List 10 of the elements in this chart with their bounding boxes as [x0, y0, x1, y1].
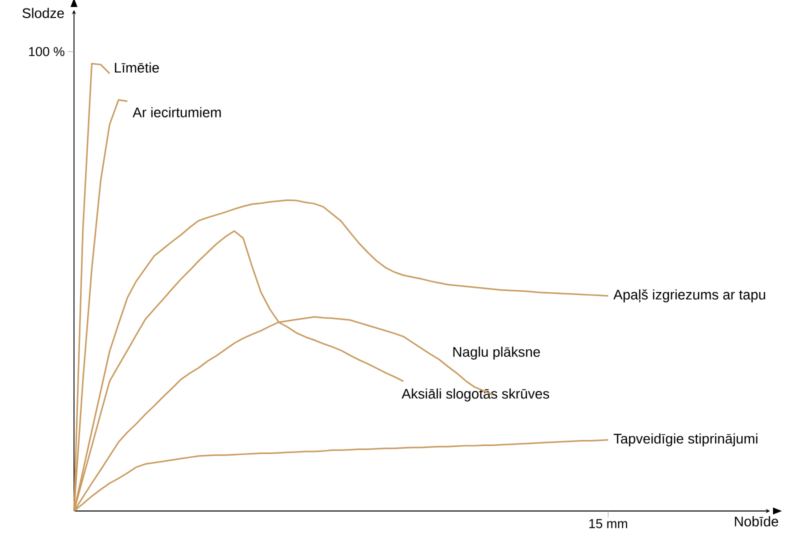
series-label: Naglu plāksne [453, 346, 540, 360]
series-label: Aksiāli slogotās skrūves [402, 388, 550, 402]
text: Nobīde [734, 516, 778, 526]
text: 100 % [29, 47, 64, 56]
text: 15 mm [589, 519, 628, 528]
series-label: Ar iecirtumiem [132, 107, 221, 118]
series-label: Apaļš izgriezums ar tapu [613, 289, 766, 302]
series-label: Tapveidīgie stiprinājumi [614, 433, 758, 446]
y-axis-title: Slodze [22, 8, 64, 18]
series-label: Līmētie [114, 62, 159, 73]
